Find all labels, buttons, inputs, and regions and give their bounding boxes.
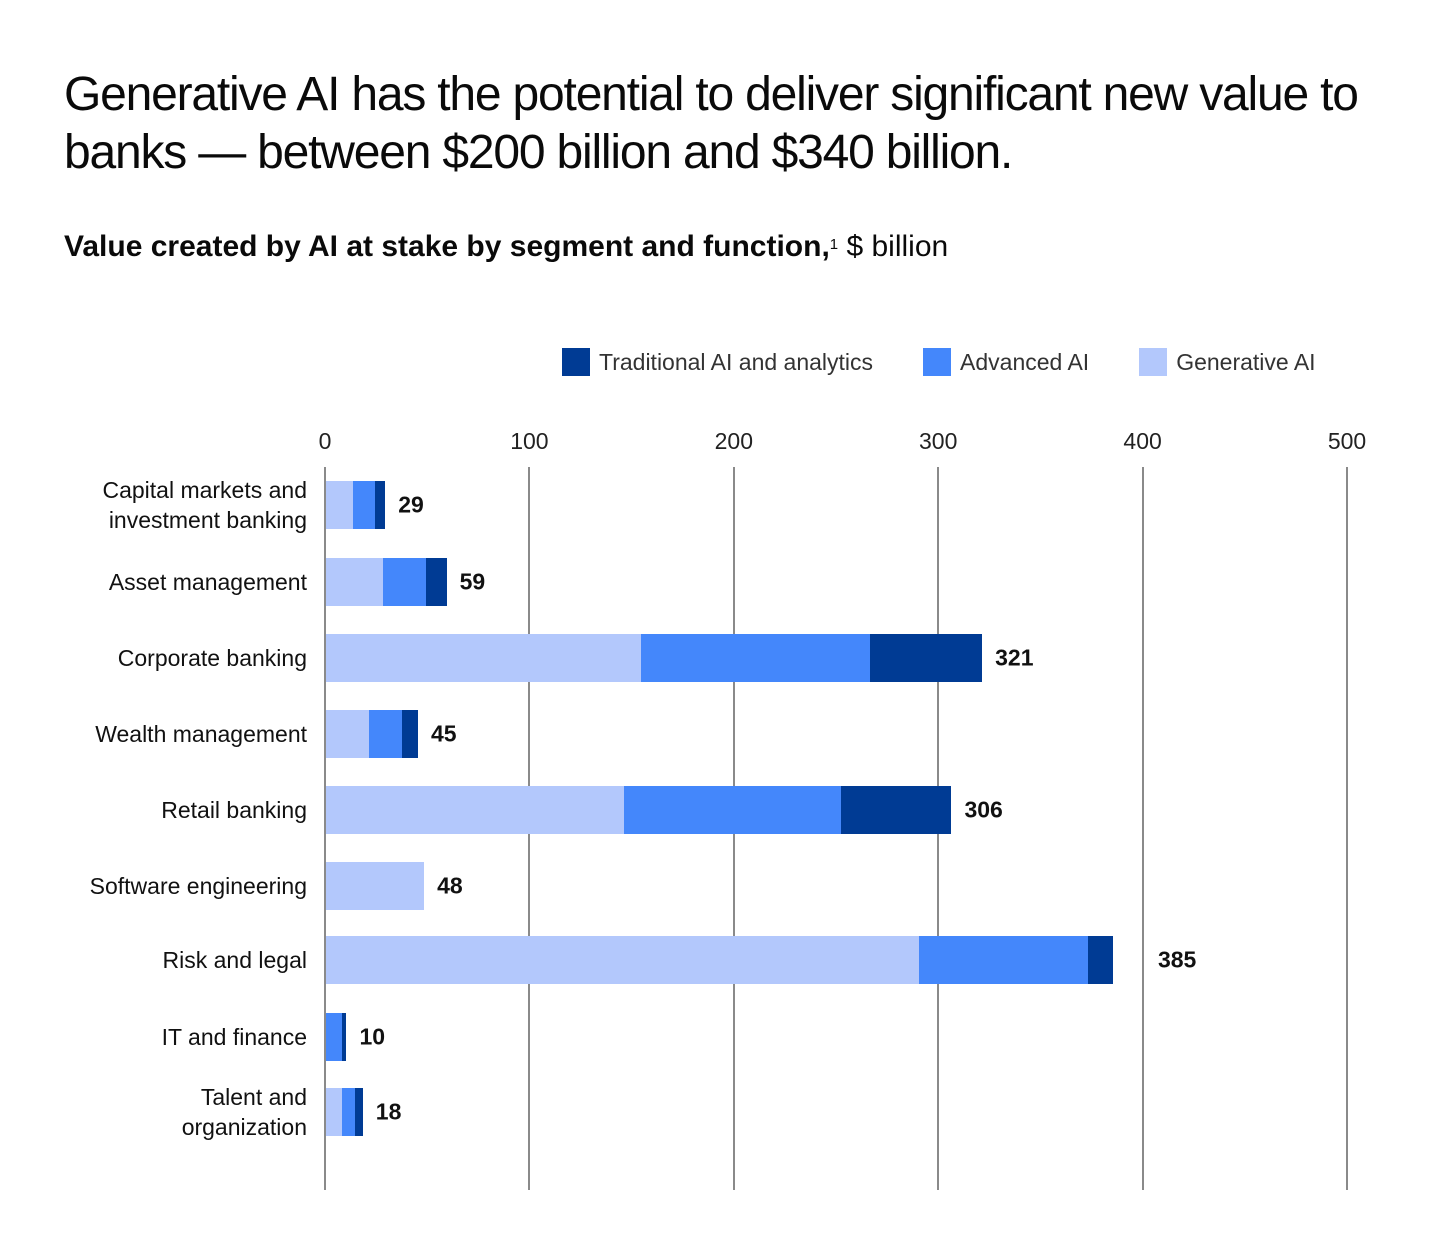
legend-label: Traditional AI and analytics bbox=[599, 348, 874, 375]
bar-segment-traditional-ai-and-analytics bbox=[375, 481, 386, 529]
legend-swatch-generative-icon bbox=[1139, 348, 1168, 376]
bar-segment-advanced-ai bbox=[640, 634, 870, 682]
stacked-bar bbox=[326, 786, 952, 834]
bar-total-label: 45 bbox=[430, 720, 457, 747]
bar-segment-advanced-ai bbox=[624, 786, 842, 834]
chart-subtitle: Value created by AI at stake by segment … bbox=[64, 228, 948, 266]
bar-segment-generative-ai bbox=[326, 481, 353, 529]
category-label: Talent and organization bbox=[181, 1084, 307, 1140]
category-label: Capital markets and investment banking bbox=[102, 477, 307, 533]
bar-segment-advanced-ai bbox=[918, 936, 1089, 984]
bar-segment-traditional-ai-and-analytics bbox=[342, 1013, 347, 1061]
category-label: Retail banking bbox=[161, 797, 307, 823]
bar-segment-advanced-ai bbox=[383, 558, 427, 606]
legend-item-advanced: Advanced AI bbox=[923, 348, 1089, 376]
subtitle-unit: $ billion bbox=[838, 230, 949, 263]
bar-segment-advanced-ai bbox=[326, 1013, 343, 1061]
x-tick-label: 100 bbox=[510, 428, 549, 454]
x-tick-label: 300 bbox=[919, 428, 958, 454]
legend-item-traditional: Traditional AI and analytics bbox=[562, 348, 873, 376]
bar-segment-generative-ai bbox=[326, 558, 384, 606]
bar-segment-traditional-ai-and-analytics bbox=[869, 634, 983, 682]
stacked-bar bbox=[326, 634, 983, 682]
legend-label: Generative AI bbox=[1176, 348, 1316, 375]
stacked-bar bbox=[326, 936, 1113, 984]
gridline bbox=[1346, 467, 1348, 1190]
bar-segment-generative-ai bbox=[326, 710, 369, 758]
bar-segment-generative-ai bbox=[326, 786, 625, 834]
stacked-bar bbox=[326, 862, 425, 910]
bar-segment-generative-ai bbox=[326, 936, 919, 984]
gridline bbox=[324, 467, 326, 1190]
bar-total-label: 29 bbox=[398, 491, 424, 518]
x-tick-label: 0 bbox=[318, 428, 332, 454]
bar-total-label: 48 bbox=[437, 872, 463, 899]
legend-swatch-advanced-icon bbox=[923, 348, 952, 376]
chart-legend: Traditional AI and analytics Advanced AI… bbox=[562, 348, 1316, 376]
category-label: Corporate banking bbox=[117, 645, 307, 671]
category-label: IT and finance bbox=[161, 1024, 307, 1050]
bar-segment-advanced-ai bbox=[352, 481, 376, 529]
bar-segment-advanced-ai bbox=[342, 1088, 355, 1136]
gridline bbox=[1141, 467, 1144, 1190]
bar-segment-generative-ai bbox=[326, 634, 641, 682]
bar-segment-advanced-ai bbox=[368, 710, 402, 758]
bar-total-label: 10 bbox=[359, 1023, 386, 1050]
category-label: Risk and legal bbox=[162, 947, 307, 973]
bar-segment-traditional-ai-and-analytics bbox=[1088, 936, 1113, 984]
bar-segment-generative-ai bbox=[326, 1088, 343, 1136]
footnote-marker: 1 bbox=[829, 236, 839, 253]
bar-segment-generative-ai bbox=[326, 862, 425, 910]
stacked-bar bbox=[326, 1088, 363, 1136]
chart-title: Generative AI has the potential to deliv… bbox=[64, 68, 1359, 179]
stacked-bar bbox=[326, 481, 386, 529]
bar-segment-traditional-ai-and-analytics bbox=[841, 786, 952, 834]
bar-segment-traditional-ai-and-analytics bbox=[401, 710, 418, 758]
bar-total-label: 18 bbox=[375, 1098, 402, 1125]
subtitle-text: Value created by AI at stake by segment … bbox=[64, 230, 830, 263]
category-label: Asset management bbox=[108, 569, 307, 595]
bar-segment-traditional-ai-and-analytics bbox=[354, 1088, 363, 1136]
stacked-bar bbox=[326, 1013, 347, 1061]
stacked-bar bbox=[326, 558, 447, 606]
category-label: Wealth management bbox=[95, 721, 307, 747]
bar-total-label: 306 bbox=[964, 796, 1003, 823]
stacked-bar bbox=[326, 710, 418, 758]
x-tick-label: 400 bbox=[1123, 428, 1162, 454]
x-tick-label: 200 bbox=[714, 428, 753, 454]
bar-total-label: 59 bbox=[459, 568, 486, 595]
legend-item-generative: Generative AI bbox=[1139, 348, 1316, 376]
bar-segment-traditional-ai-and-analytics bbox=[426, 558, 447, 606]
category-label: Software engineering bbox=[89, 873, 307, 899]
legend-label: Advanced AI bbox=[960, 348, 1090, 375]
x-tick-label: 500 bbox=[1327, 428, 1367, 454]
legend-swatch-traditional-icon bbox=[562, 348, 590, 376]
bar-total-label: 385 bbox=[1157, 946, 1197, 973]
bar-total-label: 321 bbox=[995, 644, 1034, 671]
